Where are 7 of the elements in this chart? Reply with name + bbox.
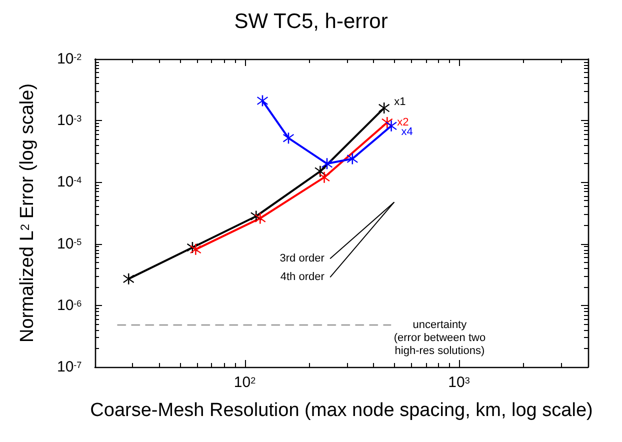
series-label: 4th order	[280, 270, 325, 283]
x-axis-title: Coarse-Mesh Resolution (max node spacing, km, log scale)	[90, 400, 593, 421]
chart-title: SW TC5, h-error	[234, 10, 388, 33]
annotation: uncertainty (error between two high-res solutions)	[394, 319, 486, 358]
y-axis-title: Normalized L2 Error (log scale)	[17, 83, 38, 343]
series-label: x1	[394, 96, 406, 108]
series-label: 3rd order	[280, 252, 325, 264]
